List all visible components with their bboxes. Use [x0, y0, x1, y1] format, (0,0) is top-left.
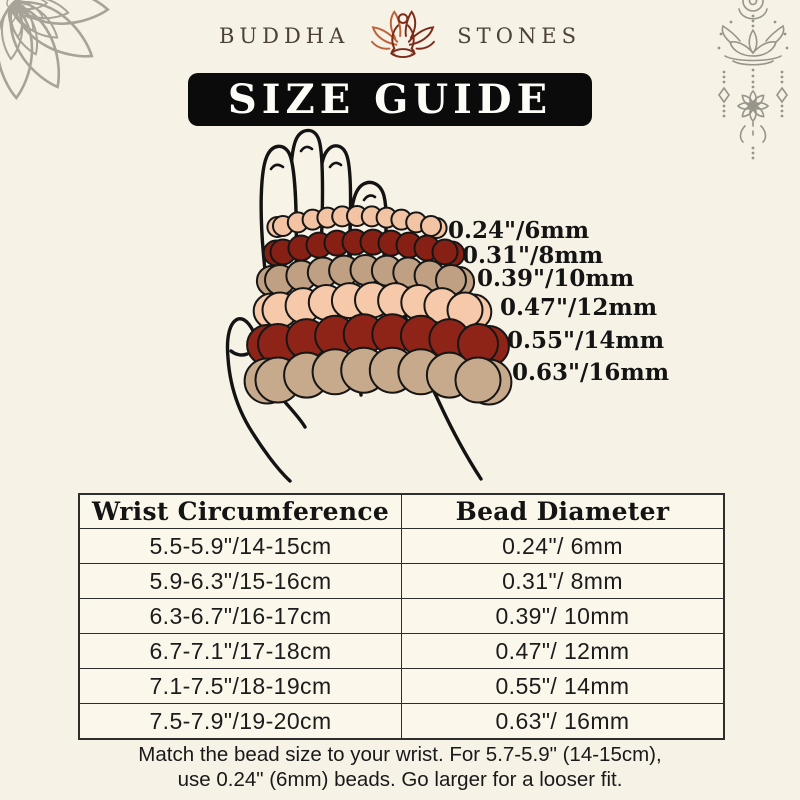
wrist-circumference-cell: 5.9-6.3"/15-16cm — [78, 563, 402, 599]
bracelet-row-16mm — [243, 346, 513, 406]
table-row: 5.9-6.3"/15-16cm 0.31"/ 8mm — [78, 563, 725, 599]
size-table: Wrist Circumference Bead Diameter 5.5-5.… — [78, 493, 725, 740]
bead — [454, 356, 502, 404]
brand-header: BUDDHA — [0, 6, 800, 66]
mandala-flower-ornament — [0, 0, 110, 100]
bracelet-row-12mm — [252, 281, 493, 331]
table-row: 7.1-7.5"/18-19cm 0.55"/ 14mm — [78, 668, 725, 704]
wrist-circumference-header: Wrist Circumference — [78, 493, 402, 529]
size-guide-banner: SIZE GUIDE — [188, 73, 592, 126]
star-flower-icon — [736, 89, 770, 123]
lotus-meditation-logo-icon — [371, 10, 436, 59]
footer-note: Match the bead size to your wrist. For 5… — [0, 742, 800, 792]
hanging-lotus-ornament — [717, 0, 789, 160]
bead-diameter-cell: 0.24"/ 6mm — [401, 528, 725, 564]
table-row: 6.7-7.1"/17-18cm 0.47"/ 12mm — [78, 633, 725, 669]
wrist-circumference-cell: 5.5-5.9"/14-15cm — [78, 528, 402, 564]
wrist-circumference-cell: 7.1-7.5"/18-19cm — [78, 668, 402, 704]
brand-word-left: BUDDHA — [219, 24, 350, 48]
bead — [431, 238, 459, 266]
wrist-circumference-cell: 6.7-7.1"/17-18cm — [78, 633, 402, 669]
bracelets-group — [243, 205, 513, 406]
bead-size-label: 0.55"/14mm — [507, 327, 665, 354]
bead-size-label: 0.39"/10mm — [477, 265, 635, 292]
wrist-circumference-cell: 6.3-6.7"/16-17cm — [78, 598, 402, 634]
brand-word-right: STONES — [457, 24, 581, 48]
bead-diameter-header: Bead Diameter — [401, 493, 725, 529]
bracelet-row-6mm — [266, 205, 448, 239]
leaf-sprig-icon — [739, 121, 767, 143]
bead-size-label: 0.63"/16mm — [512, 359, 670, 386]
table-row: 5.5-5.9"/14-15cm 0.24"/ 6mm — [78, 528, 725, 564]
table-row: 6.3-6.7"/16-17cm 0.39"/ 10mm — [78, 598, 725, 634]
moon-icon — [742, 0, 764, 12]
bead-diameter-cell: 0.31"/ 8mm — [401, 563, 725, 599]
bead-size-label: 0.24"/6mm — [448, 217, 590, 244]
bead-diameter-cell: 0.63"/ 16mm — [401, 703, 725, 740]
wrist-circumference-cell: 7.5-7.9"/19-20cm — [78, 703, 402, 740]
diamond-charm-icon — [776, 86, 788, 104]
bead-size-label: 0.47"/12mm — [500, 294, 658, 321]
bracelet-row-14mm — [246, 313, 510, 367]
banner-title: SIZE GUIDE — [227, 76, 553, 123]
table-header-row: Wrist Circumference Bead Diameter — [78, 493, 725, 529]
bead — [420, 215, 442, 237]
bead-diameter-cell: 0.55"/ 14mm — [401, 668, 725, 704]
bead-diameter-cell: 0.47"/ 12mm — [401, 633, 725, 669]
bead-size-label: 0.31"/8mm — [462, 242, 604, 269]
lotus-outline-icon — [721, 24, 785, 66]
bead-diameter-cell: 0.39"/ 10mm — [401, 598, 725, 634]
table-row: 7.5-7.9"/19-20cm 0.63"/ 16mm — [78, 703, 725, 740]
footer-line-2: use 0.24" (6mm) beads. Go larger for a l… — [177, 768, 623, 791]
footer-line-1: Match the bead size to your wrist. For 5… — [138, 743, 662, 766]
diamond-charm-icon — [718, 86, 730, 104]
